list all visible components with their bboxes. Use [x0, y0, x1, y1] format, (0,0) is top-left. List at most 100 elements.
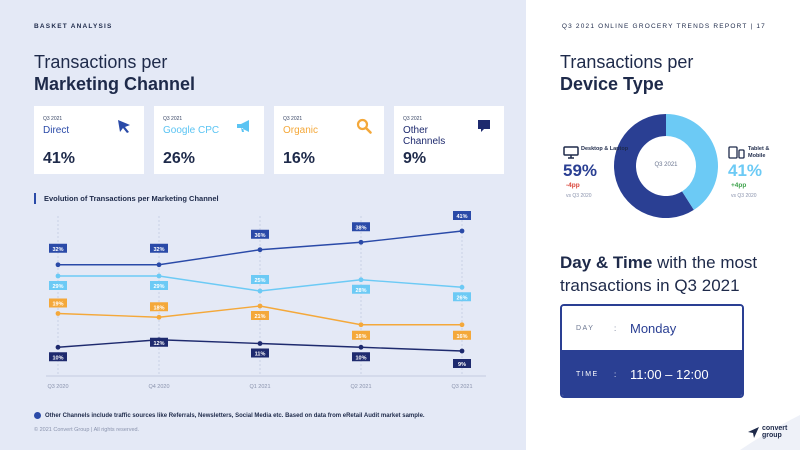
card-quarter: Q3 2021 — [283, 116, 303, 122]
data-label-box — [453, 330, 471, 340]
logo-line1: convert — [762, 425, 788, 432]
x-tick-label: Q2 2021 — [350, 384, 371, 390]
marketing-title-line2: Marketing Channel — [34, 74, 196, 94]
data-point — [358, 277, 364, 283]
data-point — [459, 322, 465, 328]
data-point — [257, 288, 263, 294]
day-label: DAY — [576, 324, 595, 332]
day-row: DAY : Monday — [562, 306, 742, 350]
data-point — [55, 311, 61, 316]
data-point — [358, 239, 364, 245]
card-other-channels: Q3 2021 Other Channels 9% — [394, 106, 504, 174]
data-label-box — [150, 281, 168, 290]
data-point — [156, 314, 162, 320]
data-label: 11% — [255, 352, 266, 358]
data-label-box — [453, 359, 471, 368]
data-label-box — [251, 229, 269, 239]
data-label: 10% — [355, 355, 366, 361]
donut-center-label: Q3 2021 — [654, 162, 678, 168]
time-value: 11:00 – 12:00 — [630, 366, 709, 382]
data-point — [459, 228, 465, 234]
line-chart: Q3 2020 Q4 2020 Q1 2021 Q2 2021 Q3 2021 32% 32… — [46, 211, 486, 390]
device-title-line1: Transactions per — [560, 52, 694, 72]
data-point — [55, 262, 61, 268]
data-label: 32% — [52, 247, 63, 253]
data-label: 29% — [153, 284, 164, 290]
data-label: 9% — [458, 362, 466, 368]
card-value: 16% — [283, 150, 316, 167]
megaphone-icon — [237, 120, 249, 132]
x-tick-label: Q3 2020 — [47, 384, 68, 390]
search-icon — [356, 118, 372, 134]
desktop-vs: vs Q3 2020 — [566, 193, 592, 199]
data-label: 19% — [52, 302, 63, 308]
copyright: © 2021 Convert Group | All rights reserv… — [34, 427, 140, 433]
data-label-box — [150, 243, 168, 253]
data-label-box — [352, 284, 370, 294]
data-label: 36% — [254, 233, 265, 239]
device-donut-chart — [614, 114, 718, 218]
data-label: 21% — [254, 314, 265, 320]
data-label-box — [352, 352, 370, 362]
data-label: 12% — [153, 341, 164, 347]
data-label-box — [251, 348, 269, 358]
data-label: 10% — [52, 355, 63, 361]
card-quarter: Q3 2021 — [403, 116, 423, 122]
data-label-box — [49, 352, 67, 362]
data-point — [358, 344, 364, 350]
card-name-line2: Channels — [403, 136, 446, 147]
chat-bubble-icon — [478, 120, 490, 132]
data-label-box — [49, 243, 67, 253]
day-separator: : — [614, 323, 617, 333]
card-direct: Q3 2021 Direct 41% — [34, 106, 144, 174]
data-label-box — [352, 222, 370, 232]
data-label: 41% — [456, 214, 467, 220]
chart-title: Evolution of Transactions per Marketing … — [34, 193, 219, 204]
daytime-box: DAY : Monday TIME : 11:00 – 12:00 — [560, 304, 744, 398]
footnote-text: Other Channels include traffic sources l… — [45, 412, 425, 419]
data-label: 26% — [456, 295, 467, 301]
data-point — [358, 322, 364, 328]
day-value: Monday — [630, 320, 677, 336]
card-google-cpc: Q3 2021 Google CPC 26% — [154, 106, 264, 174]
device-title: Transactions per Device Type — [560, 51, 693, 95]
section-label: BASKET ANALYSIS — [34, 23, 113, 30]
data-point — [156, 262, 162, 268]
daytime-title-line2: transactions in Q3 2021 — [560, 276, 740, 295]
data-point — [156, 273, 162, 279]
card-name: Other Channels — [403, 125, 445, 147]
card-name: Google CPC — [163, 125, 220, 136]
data-point — [459, 348, 465, 354]
card-quarter: Q3 2021 — [163, 116, 183, 122]
desktop-value: 59% — [563, 161, 598, 180]
marketing-title: Transactions per Marketing Channel — [34, 51, 195, 95]
data-label-box — [150, 302, 168, 312]
data-point — [459, 284, 465, 290]
tablet-mobile-icon — [728, 146, 745, 159]
logo-text: convert group — [762, 425, 787, 439]
footnote: Other Channels include traffic sources l… — [34, 412, 425, 419]
x-tick-label: Q4 2020 — [148, 384, 169, 390]
logo: convert group — [730, 410, 800, 450]
data-label-box — [49, 281, 67, 290]
daytime-title-rest: with the most — [652, 253, 758, 272]
report-label: Q3 2021 ONLINE GROCERY TRENDS REPORT | 1… — [561, 23, 766, 30]
data-label-box — [251, 275, 269, 284]
data-label-box — [150, 337, 168, 347]
data-label: 16% — [456, 334, 467, 340]
info-dot-icon — [34, 412, 41, 419]
time-separator: : — [614, 369, 617, 379]
data-point — [257, 303, 263, 309]
logo-wave-icon — [740, 415, 800, 450]
data-label-box — [453, 292, 471, 302]
data-label: 28% — [355, 288, 366, 294]
donut-slice — [666, 114, 718, 210]
card-value: 41% — [43, 150, 76, 167]
time-label: TIME — [576, 370, 599, 378]
data-point — [55, 273, 61, 279]
daytime-title: Day & Time with the most transactions in… — [560, 251, 790, 297]
data-label: 16% — [355, 334, 366, 340]
x-tick-label: Q3 2021 — [451, 384, 472, 390]
tablet-value: 41% — [728, 161, 763, 180]
data-label: 25% — [254, 278, 265, 284]
